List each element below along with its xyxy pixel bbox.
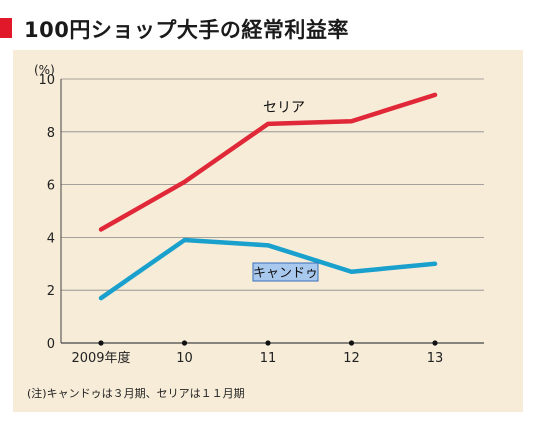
y-tick-label: 2 bbox=[47, 284, 55, 299]
title-marker bbox=[0, 18, 12, 38]
x-tick-dot bbox=[432, 340, 438, 346]
y-tick-label: 10 bbox=[38, 73, 55, 88]
footnote: (注)キャンドゥは３月期、セリアは１１月期 bbox=[27, 387, 245, 400]
x-tick-label: 10 bbox=[176, 351, 193, 366]
y-tick-label: 6 bbox=[47, 179, 55, 194]
x-tick-label: 13 bbox=[427, 351, 444, 366]
y-unit-label: (%) bbox=[34, 63, 55, 77]
chart-panel bbox=[13, 50, 523, 412]
gridlines bbox=[61, 78, 484, 291]
x-tick-dot bbox=[348, 340, 355, 346]
x-tick-label: 2009年度 bbox=[71, 350, 130, 366]
y-tick-label: 8 bbox=[47, 126, 55, 141]
y-tick-label: 4 bbox=[47, 231, 55, 246]
x-tick-label: 12 bbox=[343, 351, 360, 366]
y-tick-label: 0 bbox=[47, 337, 55, 352]
x-tick-dot bbox=[98, 340, 104, 346]
x-tick-dot bbox=[181, 340, 188, 346]
series-group bbox=[98, 92, 438, 301]
x-tick-label: 11 bbox=[260, 351, 277, 366]
chart-title: 100円ショップ大手の経常利益率 bbox=[24, 18, 349, 42]
series-label-box bbox=[252, 262, 319, 282]
series-label: セリア bbox=[263, 100, 305, 116]
series-label: キャンドゥ bbox=[253, 266, 318, 281]
series-line-0 bbox=[98, 92, 438, 232]
x-tick-dot bbox=[265, 340, 271, 346]
series-line-1 bbox=[98, 237, 438, 301]
